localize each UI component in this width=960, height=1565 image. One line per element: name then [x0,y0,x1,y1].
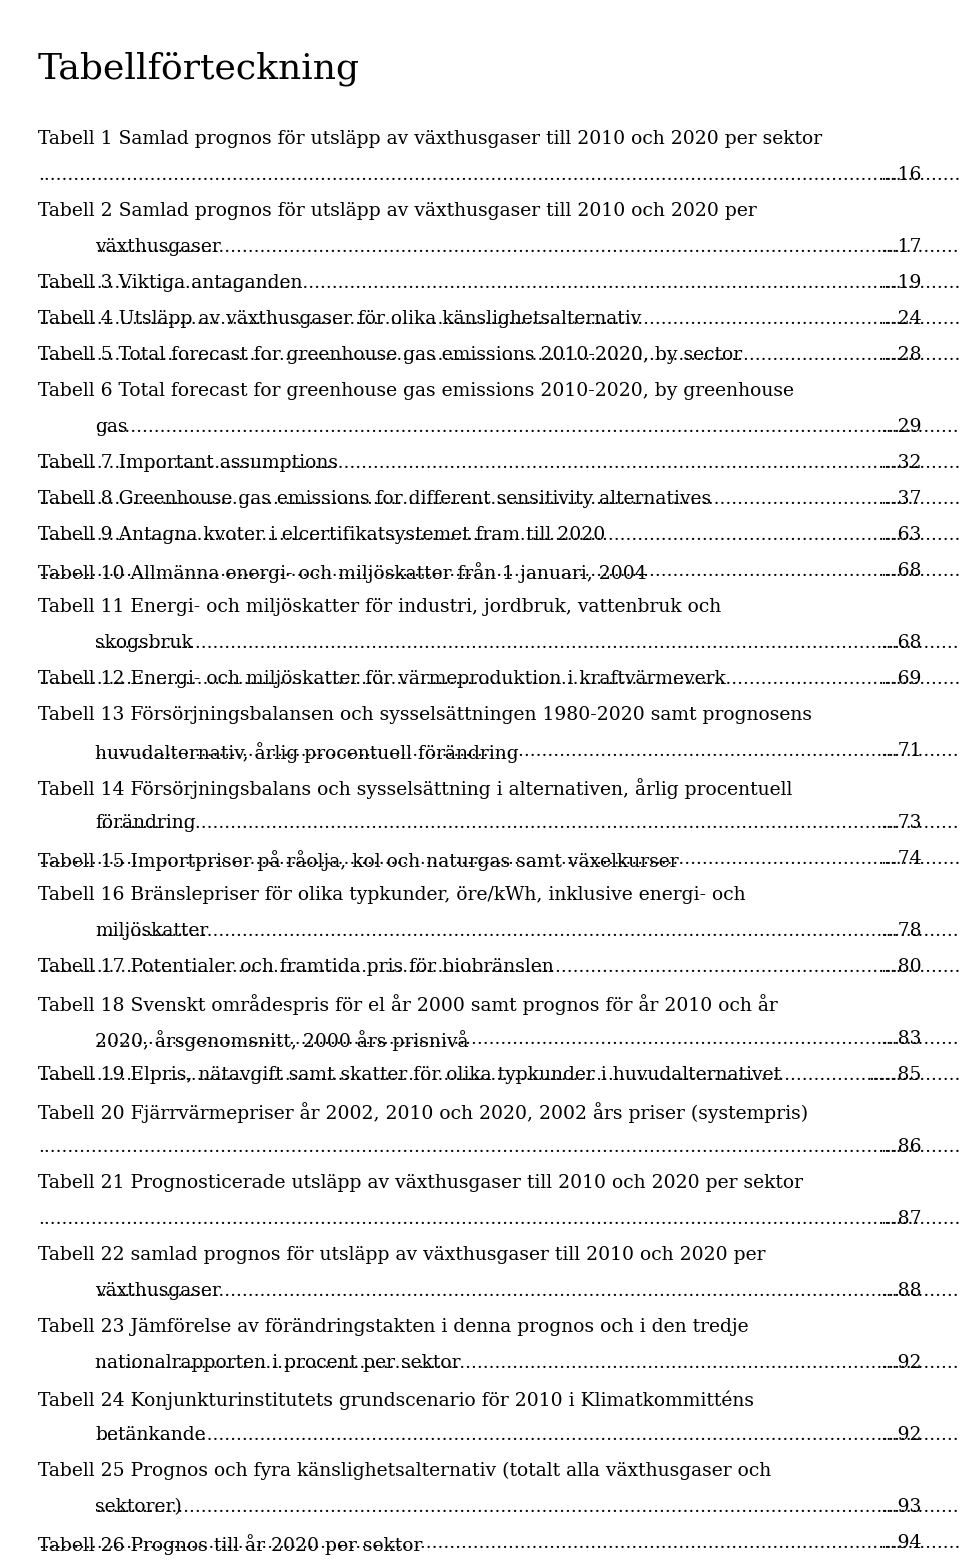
Text: ................................................................................: ........................................… [95,1282,960,1301]
Text: förändring: förändring [95,814,196,833]
Text: ...69: ...69 [880,670,922,689]
Text: ................................................................................: ........................................… [38,1534,960,1552]
Text: ................................................................................: ........................................… [38,526,960,545]
Text: ...17: ...17 [880,238,922,257]
Text: ................................................................................: ........................................… [38,454,960,473]
Text: ...28: ...28 [880,346,922,365]
Text: ................................................................................: ........................................… [38,310,960,329]
Text: Tabell 9 Antagna kvoter i elcertifikatsystemet fram till 2020: Tabell 9 Antagna kvoter i elcertifikatsy… [38,526,605,545]
Text: Tabell 13 Försörjningsbalansen och sysselsättningen 1980-2020 samt prognosens: Tabell 13 Försörjningsbalansen och sysse… [38,706,812,725]
Text: ...93: ...93 [880,1498,922,1516]
Text: nationalrapporten i procent per sektor: nationalrapporten i procent per sektor [95,1354,461,1373]
Text: ................................................................................: ........................................… [95,1030,960,1049]
Text: Tabell 15 Importpriser på råolja, kol och naturgas samt växelkurser: Tabell 15 Importpriser på råolja, kol oc… [38,850,679,872]
Text: ................................................................................: ........................................… [38,166,960,185]
Text: .....85: .....85 [869,1066,922,1085]
Text: ...19: ...19 [880,274,922,293]
Text: ...94: ...94 [880,1534,922,1552]
Text: ...24: ...24 [880,310,922,329]
Text: ................................................................................: ........................................… [95,634,960,653]
Text: ...86: ...86 [880,1138,922,1157]
Text: Tabell 6 Total forecast for greenhouse gas emissions 2010-2020, by greenhouse: Tabell 6 Total forecast for greenhouse g… [38,382,794,401]
Text: ...83: ...83 [880,1030,922,1049]
Text: ...68: ...68 [880,562,922,581]
Text: ................................................................................: ........................................… [38,670,960,689]
Text: ................................................................................: ........................................… [38,958,960,977]
Text: Tabell 5 Total forecast for greenhouse gas emissions 2010-2020, by sector: Tabell 5 Total forecast for greenhouse g… [38,346,742,365]
Text: Tabell 12 Energi- och miljöskatter för värmeproduktion i kraftvärmeverk: Tabell 12 Energi- och miljöskatter för v… [38,670,726,689]
Text: ...92: ...92 [880,1354,922,1373]
Text: Tabell 7 Important assumptions: Tabell 7 Important assumptions [38,454,338,473]
Text: Tabell 26 Prognos till år 2020 per sektor: Tabell 26 Prognos till år 2020 per sekto… [38,1534,422,1556]
Text: Tabell 14 Försörjningsbalans och sysselsättning i alternativen, årlig procentuel: Tabell 14 Försörjningsbalans och syssels… [38,778,792,800]
Text: ...29: ...29 [880,418,922,437]
Text: ................................................................................: ........................................… [38,1066,960,1085]
Text: ...63: ...63 [880,526,922,545]
Text: ................................................................................: ........................................… [95,1426,960,1444]
Text: ................................................................................: ........................................… [95,418,960,437]
Text: ...78: ...78 [880,922,922,941]
Text: ................................................................................: ........................................… [95,742,960,761]
Text: Tabell 18 Svenskt områdespris för el år 2000 samt prognos för år 2010 och år: Tabell 18 Svenskt områdespris för el år … [38,994,778,1016]
Text: Tabell 10 Allmänna energi- och miljöskatter från 1 januari, 2004: Tabell 10 Allmänna energi- och miljöskat… [38,562,647,582]
Text: Tabell 24 Konjunkturinstitutets grundscenario för 2010 i Klimatkommitténs: Tabell 24 Konjunkturinstitutets grundsce… [38,1390,754,1410]
Text: ...74: ...74 [880,850,922,869]
Text: Tabell 8 Greenhouse gas emissions for different sensitivity alternatives: Tabell 8 Greenhouse gas emissions for di… [38,490,711,509]
Text: Tabell 22 samlad prognos för utsläpp av växthusgaser till 2010 och 2020 per: Tabell 22 samlad prognos för utsläpp av … [38,1246,765,1265]
Text: ................................................................................: ........................................… [95,1354,960,1373]
Text: Tabellförteckning: Tabellförteckning [38,52,360,86]
Text: ................................................................................: ........................................… [38,490,960,509]
Text: ...88: ...88 [880,1282,922,1301]
Text: Tabell 23 Jämförelse av förändringstakten i denna prognos och i den tredje: Tabell 23 Jämförelse av förändringstakte… [38,1318,749,1337]
Text: ...32: ...32 [880,454,922,473]
Text: ................................................................................: ........................................… [95,814,960,833]
Text: ...16: ...16 [880,166,922,185]
Text: växthusgaser: växthusgaser [95,238,221,257]
Text: ................................................................................: ........................................… [38,1210,960,1229]
Text: Tabell 3 Viktiga antaganden: Tabell 3 Viktiga antaganden [38,274,302,293]
Text: Tabell 25 Prognos och fyra känslighetsalternativ (totalt alla växthusgaser och: Tabell 25 Prognos och fyra känslighetsal… [38,1462,771,1480]
Text: Tabell 4 Utsläpp av växthusgaser för olika känslighetsalternativ: Tabell 4 Utsläpp av växthusgaser för oli… [38,310,641,329]
Text: Tabell 1 Samlad prognos för utsläpp av växthusgaser till 2010 och 2020 per sekto: Tabell 1 Samlad prognos för utsläpp av v… [38,130,822,149]
Text: ................................................................................: ........................................… [38,1138,960,1157]
Text: ...73: ...73 [880,814,922,833]
Text: ................................................................................: ........................................… [38,850,960,869]
Text: gas: gas [95,418,128,437]
Text: ................................................................................: ........................................… [95,1498,960,1516]
Text: ...80: ...80 [880,958,922,977]
Text: Tabell 16 Bränslepriser för olika typkunder, öre/kWh, inklusive energi- och: Tabell 16 Bränslepriser för olika typkun… [38,886,746,905]
Text: betänkande: betänkande [95,1426,205,1444]
Text: ...87: ...87 [880,1210,922,1229]
Text: ................................................................................: ........................................… [38,274,960,293]
Text: ................................................................................: ........................................… [38,562,960,581]
Text: Tabell 19 Elpris, nätavgift samt skatter för olika typkunder i huvudalternativet: Tabell 19 Elpris, nätavgift samt skatter… [38,1066,781,1085]
Text: ................................................................................: ........................................… [38,346,960,365]
Text: miljöskatter: miljöskatter [95,922,208,941]
Text: huvudalternativ, årlig procentuell förändring: huvudalternativ, årlig procentuell förän… [95,742,518,764]
Text: Tabell 17 Potentialer och framtida pris för biobränslen: Tabell 17 Potentialer och framtida pris … [38,958,554,977]
Text: ................................................................................: ........................................… [95,922,960,941]
Text: ...92: ...92 [880,1426,922,1444]
Text: ...68: ...68 [880,634,922,653]
Text: ...71: ...71 [880,742,922,761]
Text: Tabell 2 Samlad prognos för utsläpp av växthusgaser till 2010 och 2020 per: Tabell 2 Samlad prognos för utsläpp av v… [38,202,756,221]
Text: ...37: ...37 [880,490,922,509]
Text: Tabell 20 Fjärrvärmepriser år 2002, 2010 och 2020, 2002 års priser (systempris): Tabell 20 Fjärrvärmepriser år 2002, 2010… [38,1102,808,1124]
Text: Tabell 11 Energi- och miljöskatter för industri, jordbruk, vattenbruk och: Tabell 11 Energi- och miljöskatter för i… [38,598,721,617]
Text: Tabell 21 Prognosticerade utsläpp av växthusgaser till 2010 och 2020 per sektor: Tabell 21 Prognosticerade utsläpp av väx… [38,1174,803,1193]
Text: 2020, årsgenomsnitt, 2000 års prisnivå: 2020, årsgenomsnitt, 2000 års prisnivå [95,1030,468,1052]
Text: ................................................................................: ........................................… [95,238,960,257]
Text: sektorer): sektorer) [95,1498,181,1516]
Text: skogsbruk: skogsbruk [95,634,193,653]
Text: växthusgaser: växthusgaser [95,1282,221,1301]
